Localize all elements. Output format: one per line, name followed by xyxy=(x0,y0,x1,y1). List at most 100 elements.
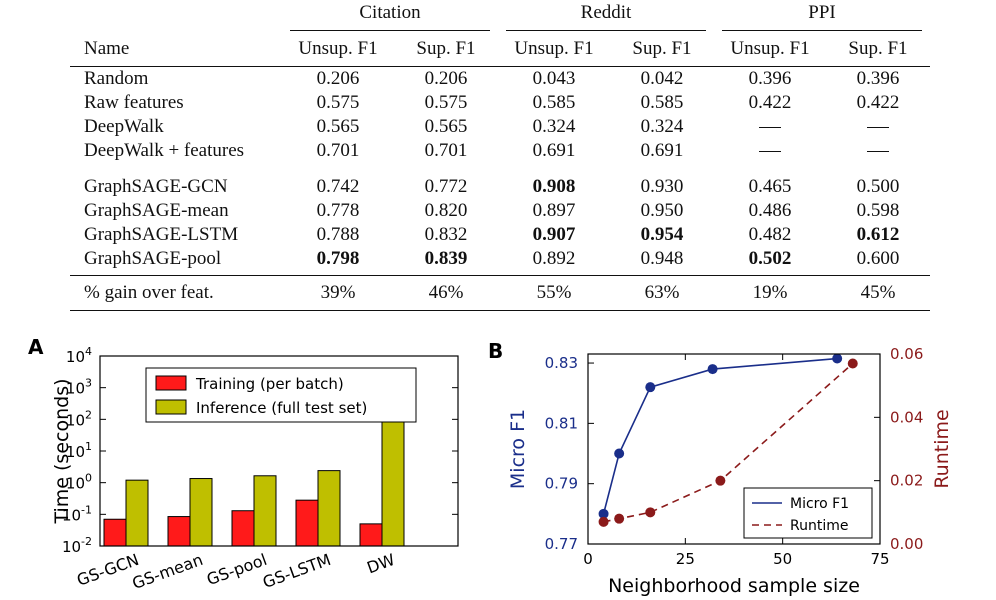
data-point-runtime xyxy=(598,516,609,527)
y-tick-label: 104 xyxy=(66,345,92,366)
score-value: 0.422 xyxy=(748,92,792,113)
y-tick-label: 101 xyxy=(66,440,92,461)
bar-training xyxy=(359,523,383,547)
column-header: Sup. F1 xyxy=(632,38,692,59)
score-cell: 0.042 xyxy=(610,67,714,92)
column-header: Unsup. F1 xyxy=(298,38,378,59)
score-cell: 0.691 xyxy=(498,139,610,167)
score-cell: 0.742 xyxy=(282,167,394,199)
score-cell: 0.575 xyxy=(282,91,394,115)
score-cell: 0.701 xyxy=(282,139,394,167)
score-value: 0.565 xyxy=(316,116,360,137)
y-tick-base: 10 xyxy=(66,443,85,461)
data-point-runtime xyxy=(715,475,726,486)
plot-frame xyxy=(587,353,881,545)
score-cell: 0.206 xyxy=(394,67,498,92)
score-cell: 0.324 xyxy=(610,115,714,139)
score-cell: 0.788 xyxy=(282,223,394,247)
gain-row: % gain over feat. 39% 46% 55% 63% 19% 45% xyxy=(70,275,930,311)
method-name-cell: DeepWalk xyxy=(84,116,164,137)
score-cell: 0.691 xyxy=(610,139,714,167)
dash-mark xyxy=(867,127,889,129)
score-value: 0.820 xyxy=(424,200,468,221)
method-name-cell: Random xyxy=(84,68,149,89)
y-tick-label: 10-2 xyxy=(62,535,92,556)
bar-inference xyxy=(253,475,277,547)
data-point-micro-f1 xyxy=(832,353,843,364)
x-tick-label: 75 xyxy=(870,550,889,568)
bar-inference xyxy=(317,470,341,547)
method-name-cell: Raw features xyxy=(84,92,184,113)
y-tick-exponent: -1 xyxy=(81,503,92,516)
y-tick-base: 10 xyxy=(66,475,85,493)
best-score: 0.612 xyxy=(856,224,900,245)
y-tick-label-left: 0.77 xyxy=(545,535,578,553)
plot-frame xyxy=(99,355,459,547)
score-value: 0.772 xyxy=(424,176,468,197)
dash-mark xyxy=(759,151,781,153)
chart-b-sample-size: B 0 25 50 75 Neighborhood sample size 0.77 0.79… xyxy=(488,339,953,597)
score-value: 0.778 xyxy=(316,200,360,221)
score-cell: 0.948 xyxy=(610,247,714,276)
score-value: 0.500 xyxy=(856,176,900,197)
score-value: 0.043 xyxy=(532,68,576,89)
table-row: GraphSAGE-GCN 0.742 0.772 0.908 0.930 0.465 0.… xyxy=(70,167,930,199)
score-value: 0.206 xyxy=(316,68,360,89)
dash-mark xyxy=(759,127,781,129)
best-score: 0.954 xyxy=(640,224,684,245)
score-cell: 0.565 xyxy=(394,115,498,139)
score-value: 0.892 xyxy=(532,248,576,269)
x-axis-label: Neighborhood sample size xyxy=(608,575,860,597)
legend-box xyxy=(743,487,873,539)
y-tick-label: 100 xyxy=(66,472,92,493)
score-cell: 0.500 xyxy=(826,167,930,199)
score-value: 0.897 xyxy=(532,200,576,221)
score-cell: 0.600 xyxy=(826,247,930,276)
y-tick-label-left: 0.79 xyxy=(545,475,578,493)
table-row: Raw features 0.575 0.575 0.585 0.585 0.422 0.4… xyxy=(70,91,930,115)
bar-training xyxy=(231,510,255,547)
column-header: Sup. F1 xyxy=(416,38,476,59)
legend-swatch xyxy=(155,399,187,415)
score-cell: 0.930 xyxy=(610,167,714,199)
score-value: 0.701 xyxy=(424,140,468,161)
score-cell: 0.612 xyxy=(826,223,930,247)
score-cell: 0.798 xyxy=(282,247,394,276)
y-tick-label: 10-1 xyxy=(62,503,92,524)
data-point-runtime xyxy=(847,358,858,369)
score-cell: 0.575 xyxy=(394,91,498,115)
score-value: 0.396 xyxy=(748,68,792,89)
data-point-micro-f1 xyxy=(707,364,718,375)
best-score: 0.839 xyxy=(424,248,468,269)
legend-swatch xyxy=(155,375,187,391)
score-cell: 0.585 xyxy=(610,91,714,115)
score-cell: 0.422 xyxy=(714,91,826,115)
x-tick-label: GS-pool xyxy=(204,550,269,589)
score-cell: 0.422 xyxy=(826,91,930,115)
y-tick-base: 10 xyxy=(62,538,81,556)
y-axis-label-right: Runtime xyxy=(931,409,953,488)
x-tick-label: DW xyxy=(364,550,397,578)
y-tick-base: 10 xyxy=(62,506,81,524)
legend-box xyxy=(145,367,417,423)
results-table: Citation Reddit PPI Name Unsup. F1 Sup. … xyxy=(70,0,930,311)
table-row: GraphSAGE-mean 0.778 0.820 0.897 0.950 0.486 0… xyxy=(70,199,930,223)
score-value: 0.691 xyxy=(640,140,684,161)
x-tick-label: GS-GCN xyxy=(74,550,141,590)
group-header-citation: Citation xyxy=(290,2,490,31)
score-cell: 0.907 xyxy=(498,223,610,247)
score-cell: 0.043 xyxy=(498,67,610,92)
legend-label: Runtime xyxy=(790,518,848,534)
series-line-runtime xyxy=(603,362,854,523)
score-cell: 0.950 xyxy=(610,199,714,223)
method-name-cell: GraphSAGE-LSTM xyxy=(84,224,239,245)
results-table-container: Citation Reddit PPI Name Unsup. F1 Sup. … xyxy=(70,0,930,311)
x-tick-label: 25 xyxy=(676,550,695,568)
method-name-cell: GraphSAGE-GCN xyxy=(84,176,228,197)
table-row: GraphSAGE-LSTM 0.788 0.832 0.907 0.954 0.482 0… xyxy=(70,223,930,247)
not-available-cell xyxy=(826,115,930,139)
score-value: 0.575 xyxy=(424,92,468,113)
score-value: 0.042 xyxy=(640,68,684,89)
score-value: 0.701 xyxy=(316,140,360,161)
